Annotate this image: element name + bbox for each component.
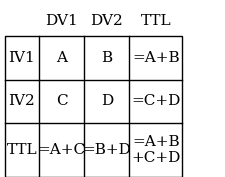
Text: IV2: IV2 — [9, 94, 35, 108]
Text: IV1: IV1 — [9, 51, 35, 65]
Text: =A+B: =A+B — [132, 51, 180, 65]
Text: A: A — [56, 51, 67, 65]
Text: =B+D: =B+D — [82, 143, 131, 157]
Text: D: D — [101, 94, 113, 108]
Text: C: C — [56, 94, 68, 108]
Bar — [4, 36, 182, 177]
Text: B: B — [101, 51, 112, 65]
Text: DV1: DV1 — [45, 14, 78, 28]
Text: TTL: TTL — [7, 143, 37, 157]
Text: TTL: TTL — [140, 14, 171, 28]
Text: DV2: DV2 — [90, 14, 123, 28]
Text: =A+C: =A+C — [38, 143, 86, 157]
Text: =A+B
+C+D: =A+B +C+D — [131, 135, 180, 165]
Text: =C+D: =C+D — [131, 94, 180, 108]
